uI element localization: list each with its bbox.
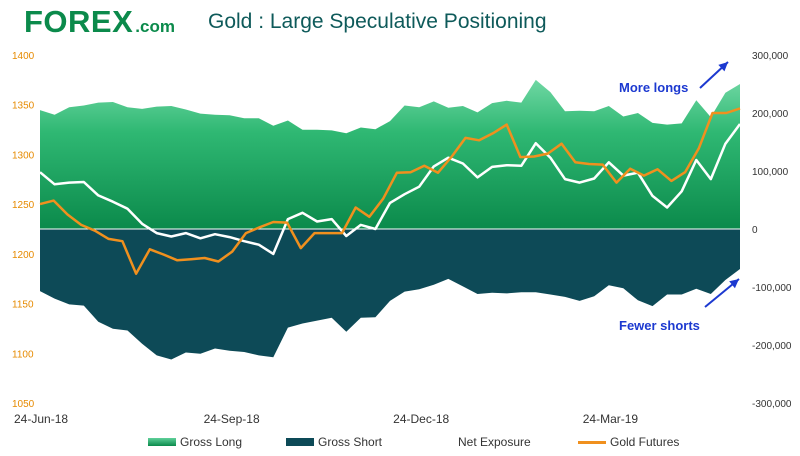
legend-gold-futures: Gold Futures	[578, 435, 679, 449]
x-axis-tick-label: 24-Jun-18	[14, 412, 68, 426]
left-axis-tick-label: 1150	[12, 300, 34, 311]
left-axis-tick-label: 1400	[12, 51, 35, 62]
legend-label-gross-short: Gross Short	[318, 435, 383, 449]
x-axis-tick-label: 24-Mar-19	[583, 412, 639, 426]
logo-suffix: .com	[135, 17, 175, 36]
right-axis-tick-label: 0	[752, 225, 758, 236]
left-axis-tick-label: 1050	[12, 399, 35, 410]
annotation-fewer-shorts: Fewer shorts	[619, 318, 700, 333]
arrow-up-icon	[704, 278, 740, 308]
brand-logo: FOREX .com	[24, 4, 175, 40]
series-gross-short-area	[40, 229, 740, 360]
left-axis-tick-label: 1350	[12, 101, 35, 112]
legend-gross-long: Gross Long	[148, 435, 242, 449]
right-axis-tick-label: -100,000	[752, 283, 792, 294]
legend-swatch-gross-short	[286, 438, 314, 446]
legend-label-gold-futures: Gold Futures	[610, 435, 680, 449]
chart-legend: Gross Long Gross Short Net Exposure Gold…	[0, 435, 800, 451]
legend-swatch-gold-futures	[578, 440, 606, 444]
left-axis-tick-label: 1100	[12, 349, 34, 360]
x-axis-tick-label: 24-Dec-18	[393, 412, 449, 426]
legend-label-gross-long: Gross Long	[180, 435, 243, 449]
left-axis-tick-label: 1300	[12, 150, 35, 161]
x-axis-tick-label: 24-Sep-18	[204, 412, 260, 426]
chart-title: Gold : Large Speculative Positioning	[208, 10, 547, 33]
legend-gross-short: Gross Short	[286, 435, 382, 449]
left-axis-tick-label: 1250	[12, 200, 35, 211]
legend-swatch-gross-long	[148, 438, 176, 446]
right-axis-tick-label: 300,000	[752, 51, 789, 62]
right-axis-tick-label: -300,000	[752, 399, 792, 410]
arrow-up-icon	[699, 61, 729, 89]
right-axis-tick-label: 100,000	[752, 167, 789, 178]
right-axis-tick-label: -200,000	[752, 341, 792, 352]
legend-net-exposure: Net Exposure	[426, 435, 531, 449]
logo-text: FOREX	[24, 4, 134, 39]
right-axis-tick-label: 200,000	[752, 109, 789, 120]
annotation-more-longs: More longs	[619, 80, 688, 95]
legend-swatch-net-exposure	[426, 438, 454, 446]
left-axis-tick-label: 1200	[12, 250, 35, 261]
series-gross-long-area	[40, 79, 740, 230]
legend-label-net-exposure: Net Exposure	[458, 435, 531, 449]
series-gold-futures-line	[39, 107, 741, 275]
